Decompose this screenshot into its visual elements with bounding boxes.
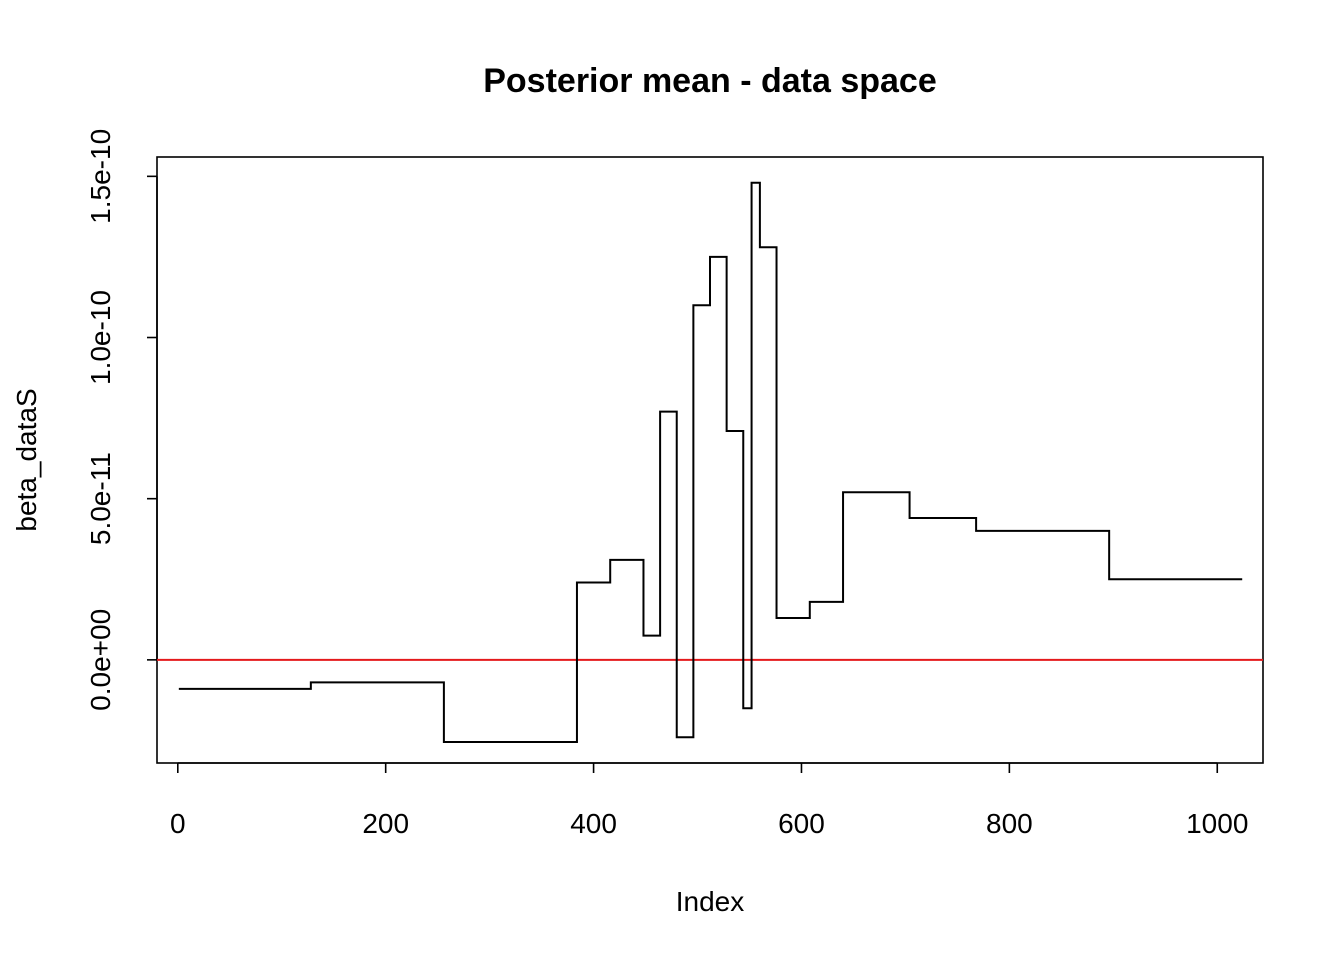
- x-tick-label: 0: [170, 808, 186, 839]
- x-tick-label: 400: [570, 808, 617, 839]
- x-tick-label: 800: [986, 808, 1033, 839]
- x-axis: 0 200 400 600 800 1000: [170, 762, 1248, 839]
- x-tick-label: 600: [778, 808, 825, 839]
- plot-frame: [156, 156, 1264, 764]
- series-line: [178, 181, 1243, 744]
- y-tick-label: 5.0e-11: [85, 452, 116, 545]
- x-tick-label: 200: [362, 808, 409, 839]
- x-axis-label: Index: [676, 886, 745, 917]
- chart-title: Posterior mean - data space: [483, 62, 937, 100]
- y-axis-label: beta_dataS: [11, 388, 42, 531]
- series-group: [178, 181, 1243, 744]
- y-axis: 0.0e+00 5.0e-11 1.0e-10 1.5e-10: [85, 129, 158, 711]
- y-tick-label: 1.0e-10: [85, 290, 116, 385]
- x-tick-label: 1000: [1186, 808, 1248, 839]
- y-tick-label: 0.0e+00: [85, 609, 116, 711]
- y-tick-label: 1.5e-10: [85, 129, 116, 224]
